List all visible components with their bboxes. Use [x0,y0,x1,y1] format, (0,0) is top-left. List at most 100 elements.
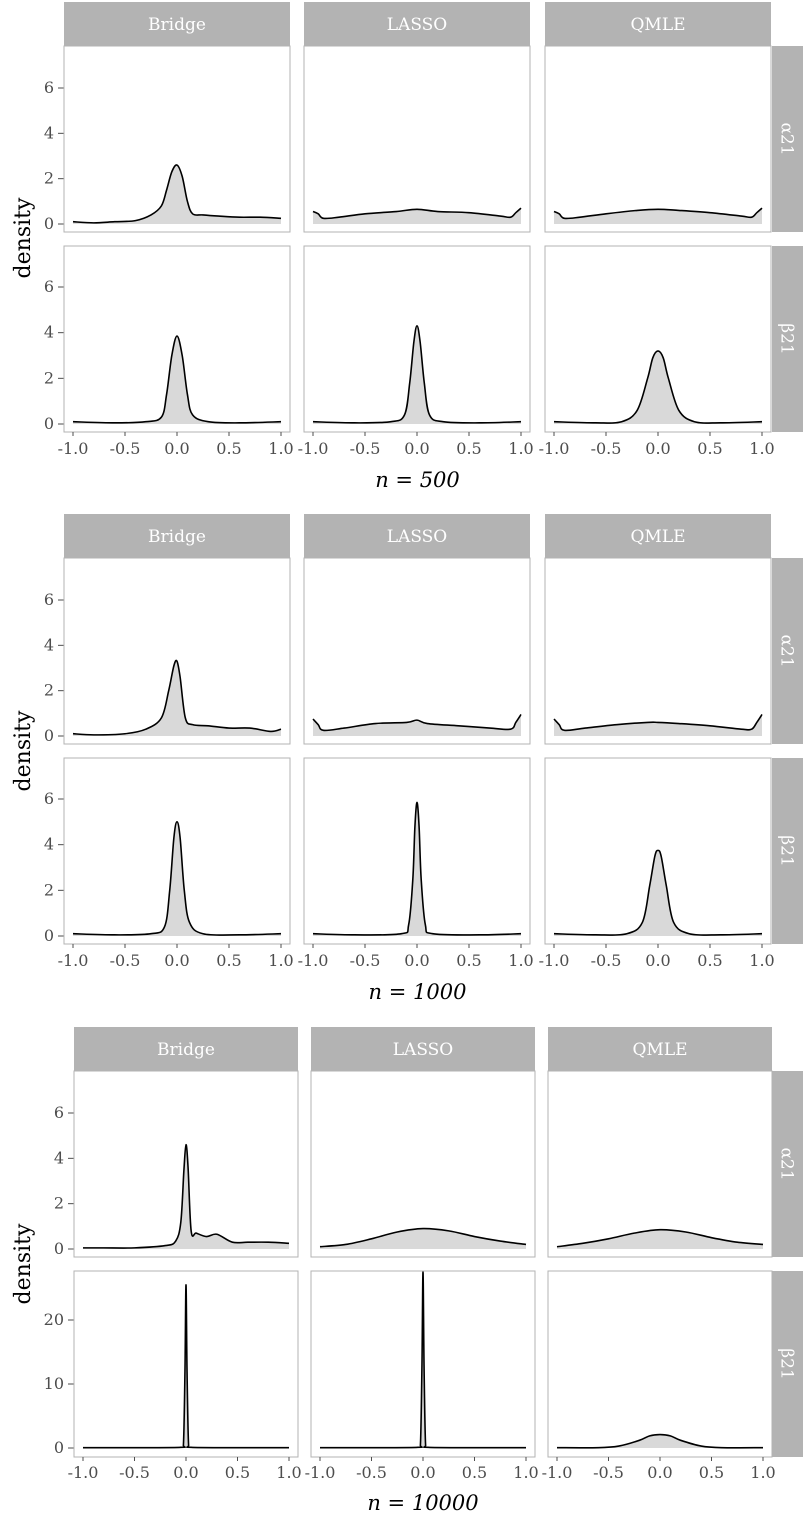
y-axis-label: density [11,710,36,791]
x-tick-label: 0.0 [645,439,670,458]
column-strip-label: LASSO [387,527,448,547]
y-tick-label: 4 [44,123,54,142]
column-strip-label: QMLE [630,15,685,35]
y-tick-label: 2 [44,368,54,387]
column-strip [545,514,771,558]
y-tick-label: 6 [44,277,54,296]
x-tick-label: -1.0 [58,439,89,458]
x-tick-label: 0.5 [216,439,241,458]
density-area [313,208,521,224]
x-tick-label: -0.5 [591,951,622,970]
density-area [554,714,762,736]
facet-block-3: Bridge LASSO QMLE α21 0 2 4 6 β21 0 10 20 -1.0 -0.5 0.… [11,1027,803,1515]
row-strip-label: β21 [777,1348,797,1379]
y-tick-label: 0 [44,726,54,745]
density-area [83,1284,289,1448]
y-tick-label: 4 [54,1148,64,1167]
density-area [554,208,762,224]
density-area [320,1228,526,1249]
column-strip-label: QMLE [630,527,685,547]
x-tick-label: -1.0 [539,439,570,458]
x-tick-label: 0.0 [404,439,429,458]
density-curve [553,714,763,732]
x-tick-label: -1.0 [542,1463,573,1482]
density-curve [72,659,282,736]
y-tick-label: 4 [44,635,54,654]
column-strip [64,514,290,558]
y-tick-label: 2 [44,880,54,899]
x-tick-label: -0.5 [350,951,381,970]
y-tick-label: 0 [54,1239,64,1258]
density-area [557,1434,763,1448]
density-curve [83,1143,290,1249]
x-tick-label: -0.5 [119,1463,150,1482]
x-tick-label: -0.5 [110,439,141,458]
density-area [313,714,521,736]
x-tick-label: 0.0 [410,1463,435,1482]
x-tick-label: 0.0 [164,951,189,970]
density-curve [72,821,282,936]
density-curve [72,335,282,424]
row-strip [772,1071,803,1257]
x-tick-label: 1.0 [749,439,774,458]
row-strip [772,46,803,232]
y-axis-label: density [11,1223,36,1304]
y-tick-label: 2 [44,681,54,700]
x-tick-label: 0.5 [462,1463,487,1482]
x-tick-label: -1.0 [539,951,570,970]
row-strip-label: β21 [777,323,797,354]
y-tick-label: 6 [44,789,54,808]
y-tick-label: 6 [54,1103,64,1122]
row-strip [772,1271,803,1457]
density-curve [72,164,282,224]
x-tick-label: 0.5 [699,1463,724,1482]
density-area [313,802,521,936]
density-area [73,660,281,736]
x-tick-label: -1.0 [68,1463,99,1482]
density-curve [556,1228,764,1248]
column-strip-label: Bridge [157,1040,215,1060]
density-area [73,336,281,424]
y-tick-label: 10 [44,1374,64,1393]
panel-qmle-0 [544,557,772,745]
y-tick-label: 0 [44,214,54,233]
x-tick-label: 1.0 [268,951,293,970]
density-curve [312,325,522,424]
density-curve [556,1433,764,1449]
x-tick-label: -1.0 [298,951,329,970]
x-tick-label: 0.0 [645,951,670,970]
facet-block-1: Bridge LASSO QMLE α21 0 2 4 6 β21 0 2 4 6 -1.0 -0.5 0.0… [11,2,803,492]
x-tick-label: -1.0 [58,951,89,970]
density-curve [553,350,763,424]
row-strip [772,758,803,944]
y-tick-label: 6 [44,590,54,609]
x-tick-label: 1.0 [268,439,293,458]
x-tick-label: -1.0 [298,439,329,458]
y-axis-label: density [11,197,36,278]
density-area [320,1272,526,1448]
panel-lasso-0 [310,1070,536,1258]
panel-qmle-0 [547,1070,773,1258]
column-strip-label: QMLE [632,1040,687,1060]
panel-lasso-0 [303,45,531,233]
y-tick-label: 20 [44,1310,64,1329]
y-tick-label: 0 [44,414,54,433]
row-strip-label: α21 [777,634,797,667]
row-strip-label: β21 [777,835,797,866]
y-tick-label: 6 [44,78,54,97]
column-strip-label: Bridge [148,15,206,35]
x-tick-label: 0.0 [647,1463,672,1482]
density-curve [82,1283,290,1449]
column-strip [548,1027,772,1071]
density-area [557,1229,763,1249]
facet-block-2: Bridge LASSO QMLE α21 0 2 4 6 β21 0 2 4 6 -1.0 -0.5 0.0… [11,514,803,1004]
x-tick-label: 0.5 [456,951,481,970]
column-strip [304,514,530,558]
y-tick-label: 2 [54,1194,64,1213]
x-tick-label: -0.5 [593,1463,624,1482]
density-area [554,350,762,424]
density-area [313,325,521,424]
panel-qmle-1 [547,1270,773,1458]
column-strip [74,1027,298,1071]
x-axis-label: n = 1000 [369,980,467,1004]
